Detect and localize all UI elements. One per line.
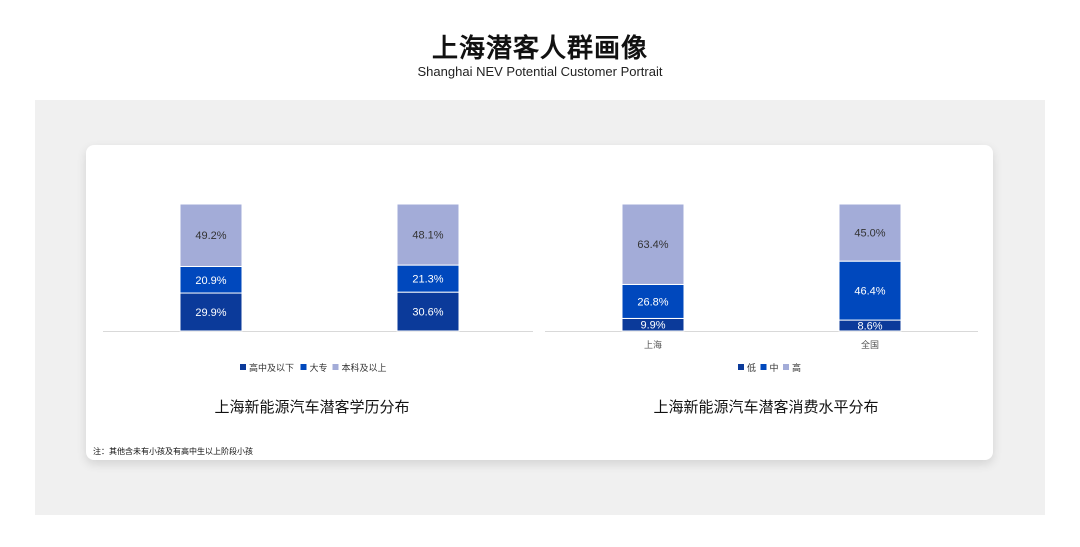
chart-title-consumption: 上海新能源汽车潜客消费水平分布 (653, 398, 879, 416)
legend-swatch (783, 364, 789, 370)
data-label: 8.6% (857, 321, 882, 333)
legend-label: 高中及以下 (249, 362, 294, 374)
data-label: 9.9% (640, 320, 665, 332)
page-subtitle: Shanghai NEV Potential Customer Portrait (417, 64, 663, 79)
legend-swatch (300, 364, 307, 370)
bar-segment (838, 260, 902, 321)
legend-label: 中 (770, 362, 779, 374)
data-label: 21.3% (412, 274, 443, 286)
data-label: 30.6% (412, 307, 443, 319)
legend-label: 大专 (310, 362, 328, 374)
legend-swatch (738, 364, 744, 370)
legend-label: 低 (747, 362, 756, 374)
data-label: 45.0% (854, 228, 885, 240)
footnote: 注：其他含未有小孩及有高中生以上阶段小孩 (93, 447, 253, 456)
bar-segment (621, 283, 685, 319)
bar-segment (396, 203, 460, 266)
data-label: 46.4% (854, 286, 885, 298)
page-title: 上海潜客人群画像 (431, 34, 648, 64)
bar-segment (179, 292, 243, 332)
data-label: 20.9% (195, 275, 226, 287)
bar-segment (396, 291, 460, 332)
legend-swatch (240, 364, 246, 370)
bar-segment (179, 203, 243, 267)
bar-segment (621, 203, 685, 285)
data-label: 63.4% (637, 239, 668, 251)
x-tick-label: 上海 (644, 339, 662, 351)
legend-swatch (760, 364, 767, 370)
bar-segment (396, 264, 460, 293)
chart-title-education: 上海新能源汽车潜客学历分布 (214, 398, 410, 416)
data-label: 29.9% (195, 307, 226, 319)
bar-segment (838, 203, 902, 262)
data-label: 49.2% (195, 230, 226, 242)
legend-label: 高 (792, 362, 801, 374)
data-label: 48.1% (412, 230, 443, 242)
x-tick-label: 全国 (861, 339, 879, 351)
data-label: 26.8% (637, 296, 668, 308)
bar-segment (179, 265, 243, 294)
legend-swatch (332, 364, 339, 370)
legend-label: 本科及以上 (342, 362, 387, 374)
